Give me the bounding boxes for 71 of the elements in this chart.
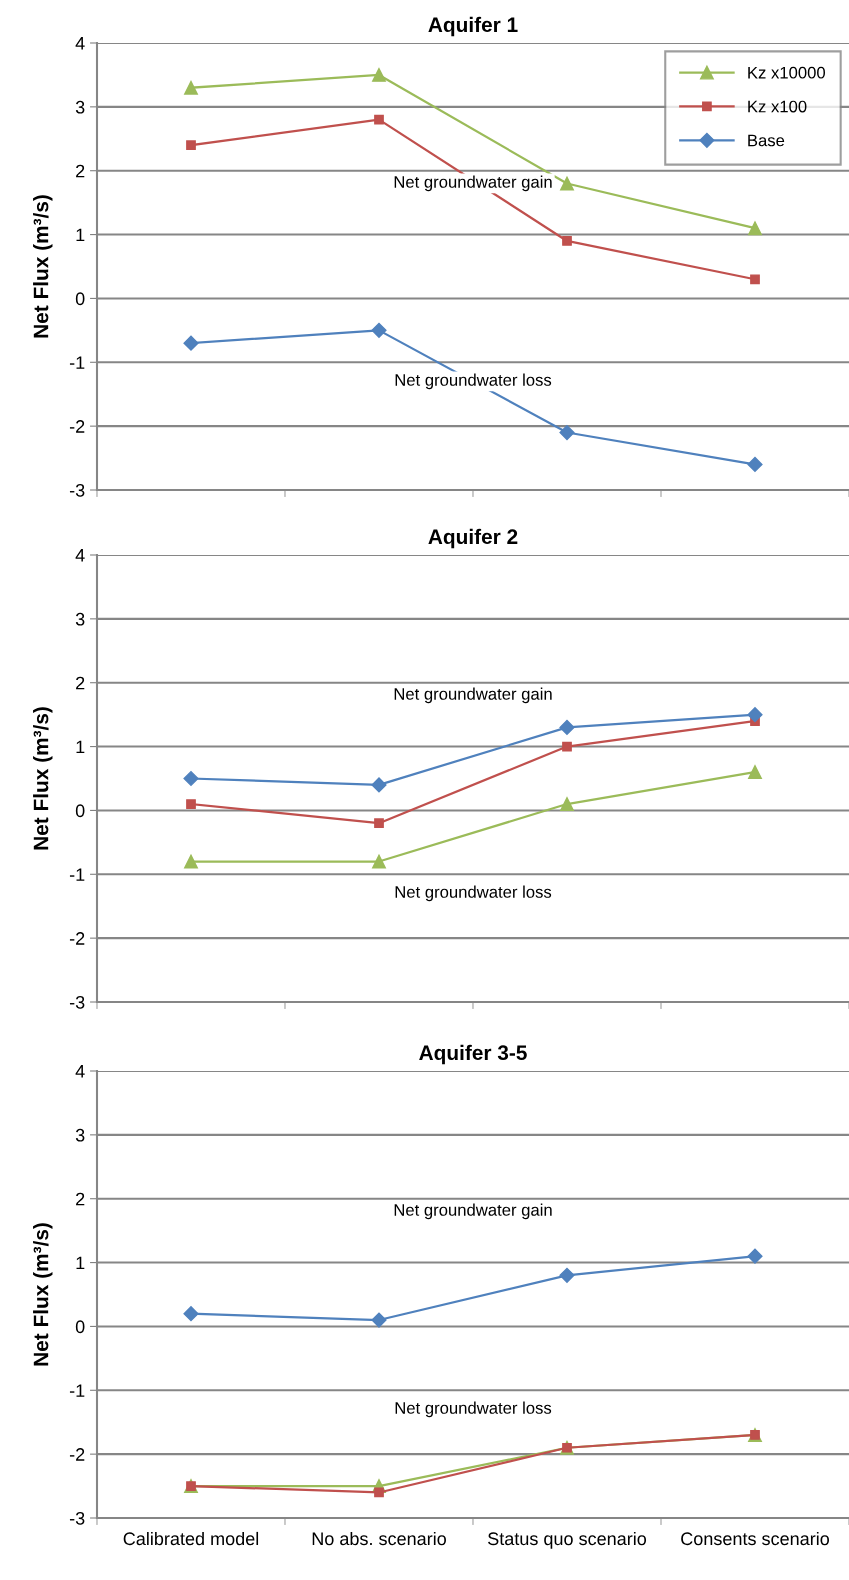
point [559,719,575,735]
point [559,424,575,441]
point [371,777,387,793]
point [374,114,384,125]
point [374,818,384,829]
point [184,854,198,869]
y-tick-label: -3 [69,995,85,1009]
point [560,176,574,191]
x-tick-label: No abs. scenario [312,1531,446,1546]
y-tick-label: -2 [69,932,85,945]
y-tick-label: 4 [75,1065,85,1078]
y-tick-label: 1 [76,740,85,754]
point [371,322,387,338]
annotation: Net groundwater loss [395,1401,552,1418]
y-tick-label: 3 [75,612,85,626]
y-axis-title: Net Flux (m³/s) [33,1223,53,1366]
point [372,854,386,869]
point [372,67,386,82]
point [750,274,760,285]
y-tick-label: 1 [76,1256,85,1270]
y-axis-title: Net Flux (m³/s) [33,707,53,850]
legend-label: Base [748,134,785,147]
y-tick-label: 3 [75,1128,85,1142]
y-tick-label: -3 [69,483,85,497]
y-tick-label: 2 [76,164,85,178]
y-tick-label: 4 [75,549,85,562]
x-tick-label: Calibrated model [123,1531,259,1546]
legend-label: Kz x100 [748,100,807,113]
y-tick-label: 4 [75,37,85,50]
chart-title: Aquifer 2 [428,528,518,549]
y-tick-label: 0 [75,292,85,306]
annotation: Net groundwater gain [394,1203,552,1220]
y-tick-label: 1 [76,228,85,242]
y-tick-label: 3 [75,100,85,114]
legend-label: Kz x10000 [748,66,826,79]
point [747,1248,763,1264]
y-tick-label: 0 [75,1320,85,1334]
y-tick-label: -1 [69,868,85,881]
y-tick-label: -2 [69,1448,85,1461]
point [747,707,763,723]
point [559,1267,575,1283]
point [183,770,199,787]
y-tick-label: -3 [69,1511,85,1525]
point [371,1312,387,1328]
y-axis-title: Net Flux (m³/s) [33,195,53,338]
y-tick-label: 2 [76,1192,85,1206]
annotation: Net groundwater loss [395,885,552,902]
point [186,140,196,151]
point [748,221,762,236]
y-tick-label: 0 [75,804,85,818]
point [560,797,574,811]
point [562,236,572,246]
annotation: Net groundwater gain [394,687,552,704]
y-tick-label: -1 [69,356,85,369]
point [748,765,762,780]
point [562,741,572,752]
chart-title: Aquifer 3-5 [419,1044,527,1065]
point [374,1487,384,1498]
annotation: Net groundwater loss [395,373,552,390]
point [184,80,198,95]
annotation: Net groundwater gain [394,175,552,192]
x-tick-label: Consents scenario [681,1531,830,1546]
chart-title: Aquifer 1 [428,16,518,37]
x-tick-label: Status quo scenario [488,1531,647,1549]
y-tick-label: -2 [69,420,85,433]
point [186,799,196,809]
point [183,1306,199,1322]
point [183,335,199,351]
y-tick-label: -1 [69,1384,85,1397]
point [747,456,763,473]
y-tick-label: 2 [76,676,85,690]
